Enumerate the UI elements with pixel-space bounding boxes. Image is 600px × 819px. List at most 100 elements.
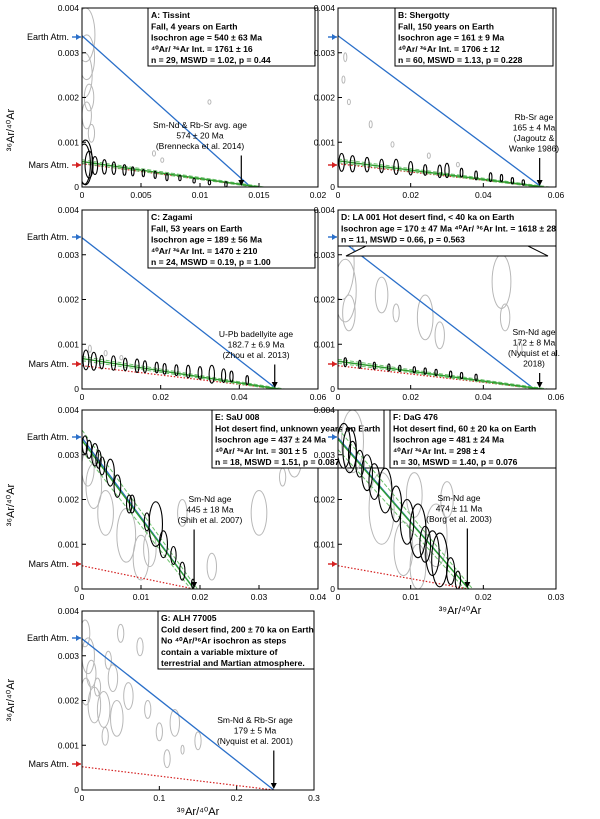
- age-annotation-line: Sm-Nd age: [189, 494, 232, 504]
- info-line: n = 18, MSWD = 1.51, p = 0.087: [215, 457, 340, 467]
- isochron-step-ellipse: [99, 354, 105, 370]
- info-line: Isochron age = 189 ± 56 Ma: [151, 235, 262, 245]
- isochron-step-ellipse: [437, 164, 443, 179]
- info-line: n = 30, MSWD = 1.40, p = 0.076: [393, 457, 518, 467]
- earth-arrow-head: [332, 34, 337, 40]
- age-annotation-line: 182.7 ± 6.9 Ma: [228, 340, 285, 350]
- info-line: n = 29, MSWD = 1.02, p = 0.44: [151, 55, 271, 65]
- isochron-step-ellipse: [434, 368, 438, 377]
- excluded-step-ellipse: [87, 686, 102, 724]
- info-box: [157, 610, 315, 670]
- excluded-step-ellipse: [390, 141, 395, 148]
- x-tick-label: 0: [336, 190, 341, 200]
- excluded-step-ellipse: [416, 294, 434, 341]
- excluded-step-ellipse: [82, 34, 96, 81]
- y-tick-label: 0.002: [58, 696, 80, 706]
- isochron-envelope: [338, 358, 548, 389]
- mars-arrow-head: [332, 361, 337, 367]
- info-line: ⁴⁰Ar/ ³⁶Ar Int. = 1470 ± 210: [151, 246, 258, 256]
- isochron-step-ellipse: [474, 170, 478, 181]
- mars-arrow-head: [76, 162, 81, 168]
- age-annotation-line: (Zhou et al. 2013): [222, 350, 289, 360]
- age-annotation-line: U-Pb badellyite age: [219, 329, 293, 339]
- isochron-step-ellipse: [207, 179, 212, 186]
- x-tick-label: 0.3: [308, 793, 320, 803]
- excluded-step-ellipse: [151, 150, 156, 157]
- excluded-step-ellipse: [144, 700, 152, 719]
- y-tick-label: 0.003: [314, 250, 336, 260]
- isochron-step-ellipse: [510, 177, 515, 185]
- x-tick-label: 0.04: [475, 190, 492, 200]
- info-line: No ⁴⁰Ar/³⁶Ar isochron as steps: [161, 636, 287, 646]
- excluded-step-ellipse: [342, 294, 356, 332]
- age-annotation-line: Sm-Nd age: [438, 493, 481, 503]
- excluded-step-ellipse: [107, 664, 119, 693]
- isochron-step-ellipse: [419, 525, 432, 563]
- x-tick-label: 0: [80, 392, 85, 402]
- info-line: ⁴⁰Ar/ ³⁶Ar Int. = 1706 ± 12: [398, 44, 500, 54]
- excluded-step-ellipse: [103, 350, 108, 357]
- isochron-step-ellipse: [84, 150, 94, 179]
- isochron-upper-bound: [82, 159, 265, 187]
- excluded-step-ellipse: [96, 691, 111, 728]
- y-tick-label: 0.003: [58, 250, 80, 260]
- y-tick-label: 0.002: [314, 93, 336, 103]
- info-line: contain a variable mixture of: [161, 647, 278, 657]
- info-line: ⁴⁰Ar/ ³⁶Ar Int. = 301 ± 5: [215, 446, 307, 456]
- age-annotation-line: Sm-Nd age: [513, 327, 556, 337]
- age-annotation-line: Sm-Nd & Rb-Sr age: [217, 715, 293, 725]
- age-annotation-line: Wanke 1986): [509, 144, 559, 154]
- mars-atm-label: Mars Atm.: [28, 559, 69, 569]
- excluded-step-ellipse: [163, 749, 171, 769]
- isochron-step-ellipse: [90, 351, 98, 371]
- isochron-step-ellipse: [368, 463, 381, 501]
- y-tick-label: 0.002: [314, 295, 336, 305]
- earth-atm-label: Earth Atm.: [27, 633, 69, 643]
- y-tick-label: 0: [330, 384, 335, 394]
- isochron-step-ellipse: [444, 162, 450, 179]
- earth-mixing-line: [82, 35, 252, 187]
- age-annotation-line: (Jagoutz &: [514, 133, 555, 143]
- panel-f: 0 0.01 0.02 0.03 0 0.001 0.002 0.003 0.004 F: DaG…: [314, 405, 565, 602]
- age-arrow-head: [191, 582, 198, 588]
- y-tick-label: 0.001: [314, 137, 336, 147]
- isochron-step-ellipse: [221, 368, 227, 383]
- y-axis-label-top: ³⁶Ar/⁴⁰Ar: [5, 108, 17, 151]
- excluded-step-ellipse: [93, 677, 102, 697]
- mars-arrow-head: [332, 561, 337, 567]
- x-tick-label: 0: [80, 592, 85, 602]
- info-box: [337, 209, 557, 247]
- isochron-step-ellipse: [128, 494, 136, 514]
- panels: 0 0.005 0.01 0.015 0.0200.0010.0020.0030.004…: [27, 3, 565, 803]
- excluded-step-ellipse: [374, 276, 389, 314]
- panel-title: F: DaG 476: [393, 412, 438, 422]
- y-axis-label-bottom: ³⁶Ar/⁴⁰Ar: [5, 678, 17, 721]
- y-tick-label: 0.002: [58, 93, 80, 103]
- earth-arrow-head: [76, 635, 81, 641]
- y-tick-label: 0.002: [58, 295, 80, 305]
- info-line: ⁴⁰Ar/ ³⁶Ar Int. = 298 ± 4: [393, 446, 485, 456]
- mars-mixing-line: [338, 565, 469, 589]
- isochron-step-ellipse: [229, 370, 234, 383]
- excluded-step-ellipse: [104, 650, 112, 670]
- age-annotation-line: (Nyquist et al.: [508, 348, 560, 358]
- age-annotation-line: Sm-Nd & Rb-Sr avg. age: [153, 120, 247, 130]
- isochron-step-ellipse: [423, 367, 427, 375]
- x-tick-label: 0.04: [475, 392, 492, 402]
- age-annotation-line: Rb-Sr age: [515, 112, 554, 122]
- isochron-line: [82, 160, 260, 187]
- excluded-step-ellipse: [119, 354, 124, 361]
- excluded-step-ellipse: [82, 449, 95, 487]
- earth-arrow-head: [332, 234, 337, 240]
- isochron-step-ellipse: [361, 454, 373, 492]
- plot-area: [338, 227, 548, 389]
- x-tick-label: 0.02: [192, 592, 209, 602]
- isochron-envelope: [338, 158, 550, 187]
- excluded-step-ellipse: [123, 682, 134, 710]
- isochron-step-ellipse: [91, 156, 99, 176]
- x-axis-label-right: ³⁹Ar/⁴⁰Ar: [439, 605, 482, 617]
- isochron-step-ellipse: [398, 364, 402, 373]
- isochron-upper-bound: [338, 158, 550, 187]
- excluded-step-ellipse: [155, 722, 163, 742]
- excluded-step-ellipse: [132, 534, 150, 581]
